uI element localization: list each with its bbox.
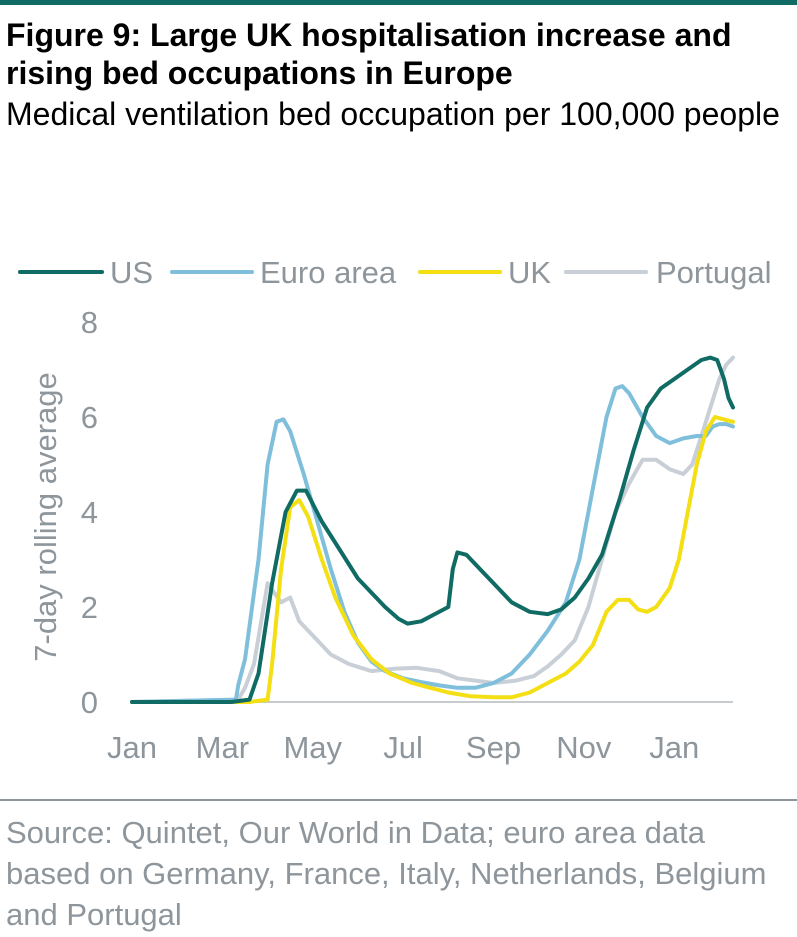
legend-label-portugal: Portugal (656, 255, 771, 290)
figure-title: Figure 9: Large UK hospitalisation incre… (6, 17, 732, 91)
plot-area (130, 355, 735, 704)
chart-legend: US Euro area UK Portugal (18, 255, 771, 290)
source-note: Source: Quintet, Our World in Data; euro… (6, 815, 767, 932)
legend-label-uk: UK (508, 255, 551, 290)
y-tick-label: 8 (81, 305, 98, 340)
x-tick-label: Sep (466, 730, 521, 765)
x-tick-label: Jan (107, 730, 157, 765)
legend-label-us: US (110, 255, 153, 290)
series-line-uk (130, 415, 735, 704)
top-rule (0, 0, 797, 5)
y-tick-label: 6 (81, 400, 98, 435)
x-tick-label: Jul (383, 730, 423, 765)
series-line-us (130, 355, 735, 704)
x-axis: Jan Mar May Jul Sep Nov Jan (107, 701, 733, 765)
bottom-rule (0, 799, 797, 801)
x-tick-label: Mar (196, 730, 249, 765)
figure-subtitle: Medical ventilation bed occupation per 1… (6, 96, 780, 132)
legend-label-euro-area: Euro area (260, 255, 397, 290)
y-tick-label: 2 (81, 590, 98, 625)
y-tick-label: 0 (81, 685, 98, 720)
x-tick-label: May (283, 730, 342, 765)
y-axis-label: 7-day rolling average (28, 372, 63, 662)
series-line-portugal (130, 355, 735, 704)
x-tick-label: Nov (556, 730, 612, 765)
series-line-euro-area (130, 384, 735, 704)
x-tick-label: Jan (649, 730, 699, 765)
y-tick-label: 4 (81, 495, 98, 530)
line-chart: US Euro area UK Portugal 0 2 4 6 8 7-day rolling… (18, 255, 771, 765)
y-axis: 0 2 4 6 8 7-day rolling average (28, 305, 98, 720)
